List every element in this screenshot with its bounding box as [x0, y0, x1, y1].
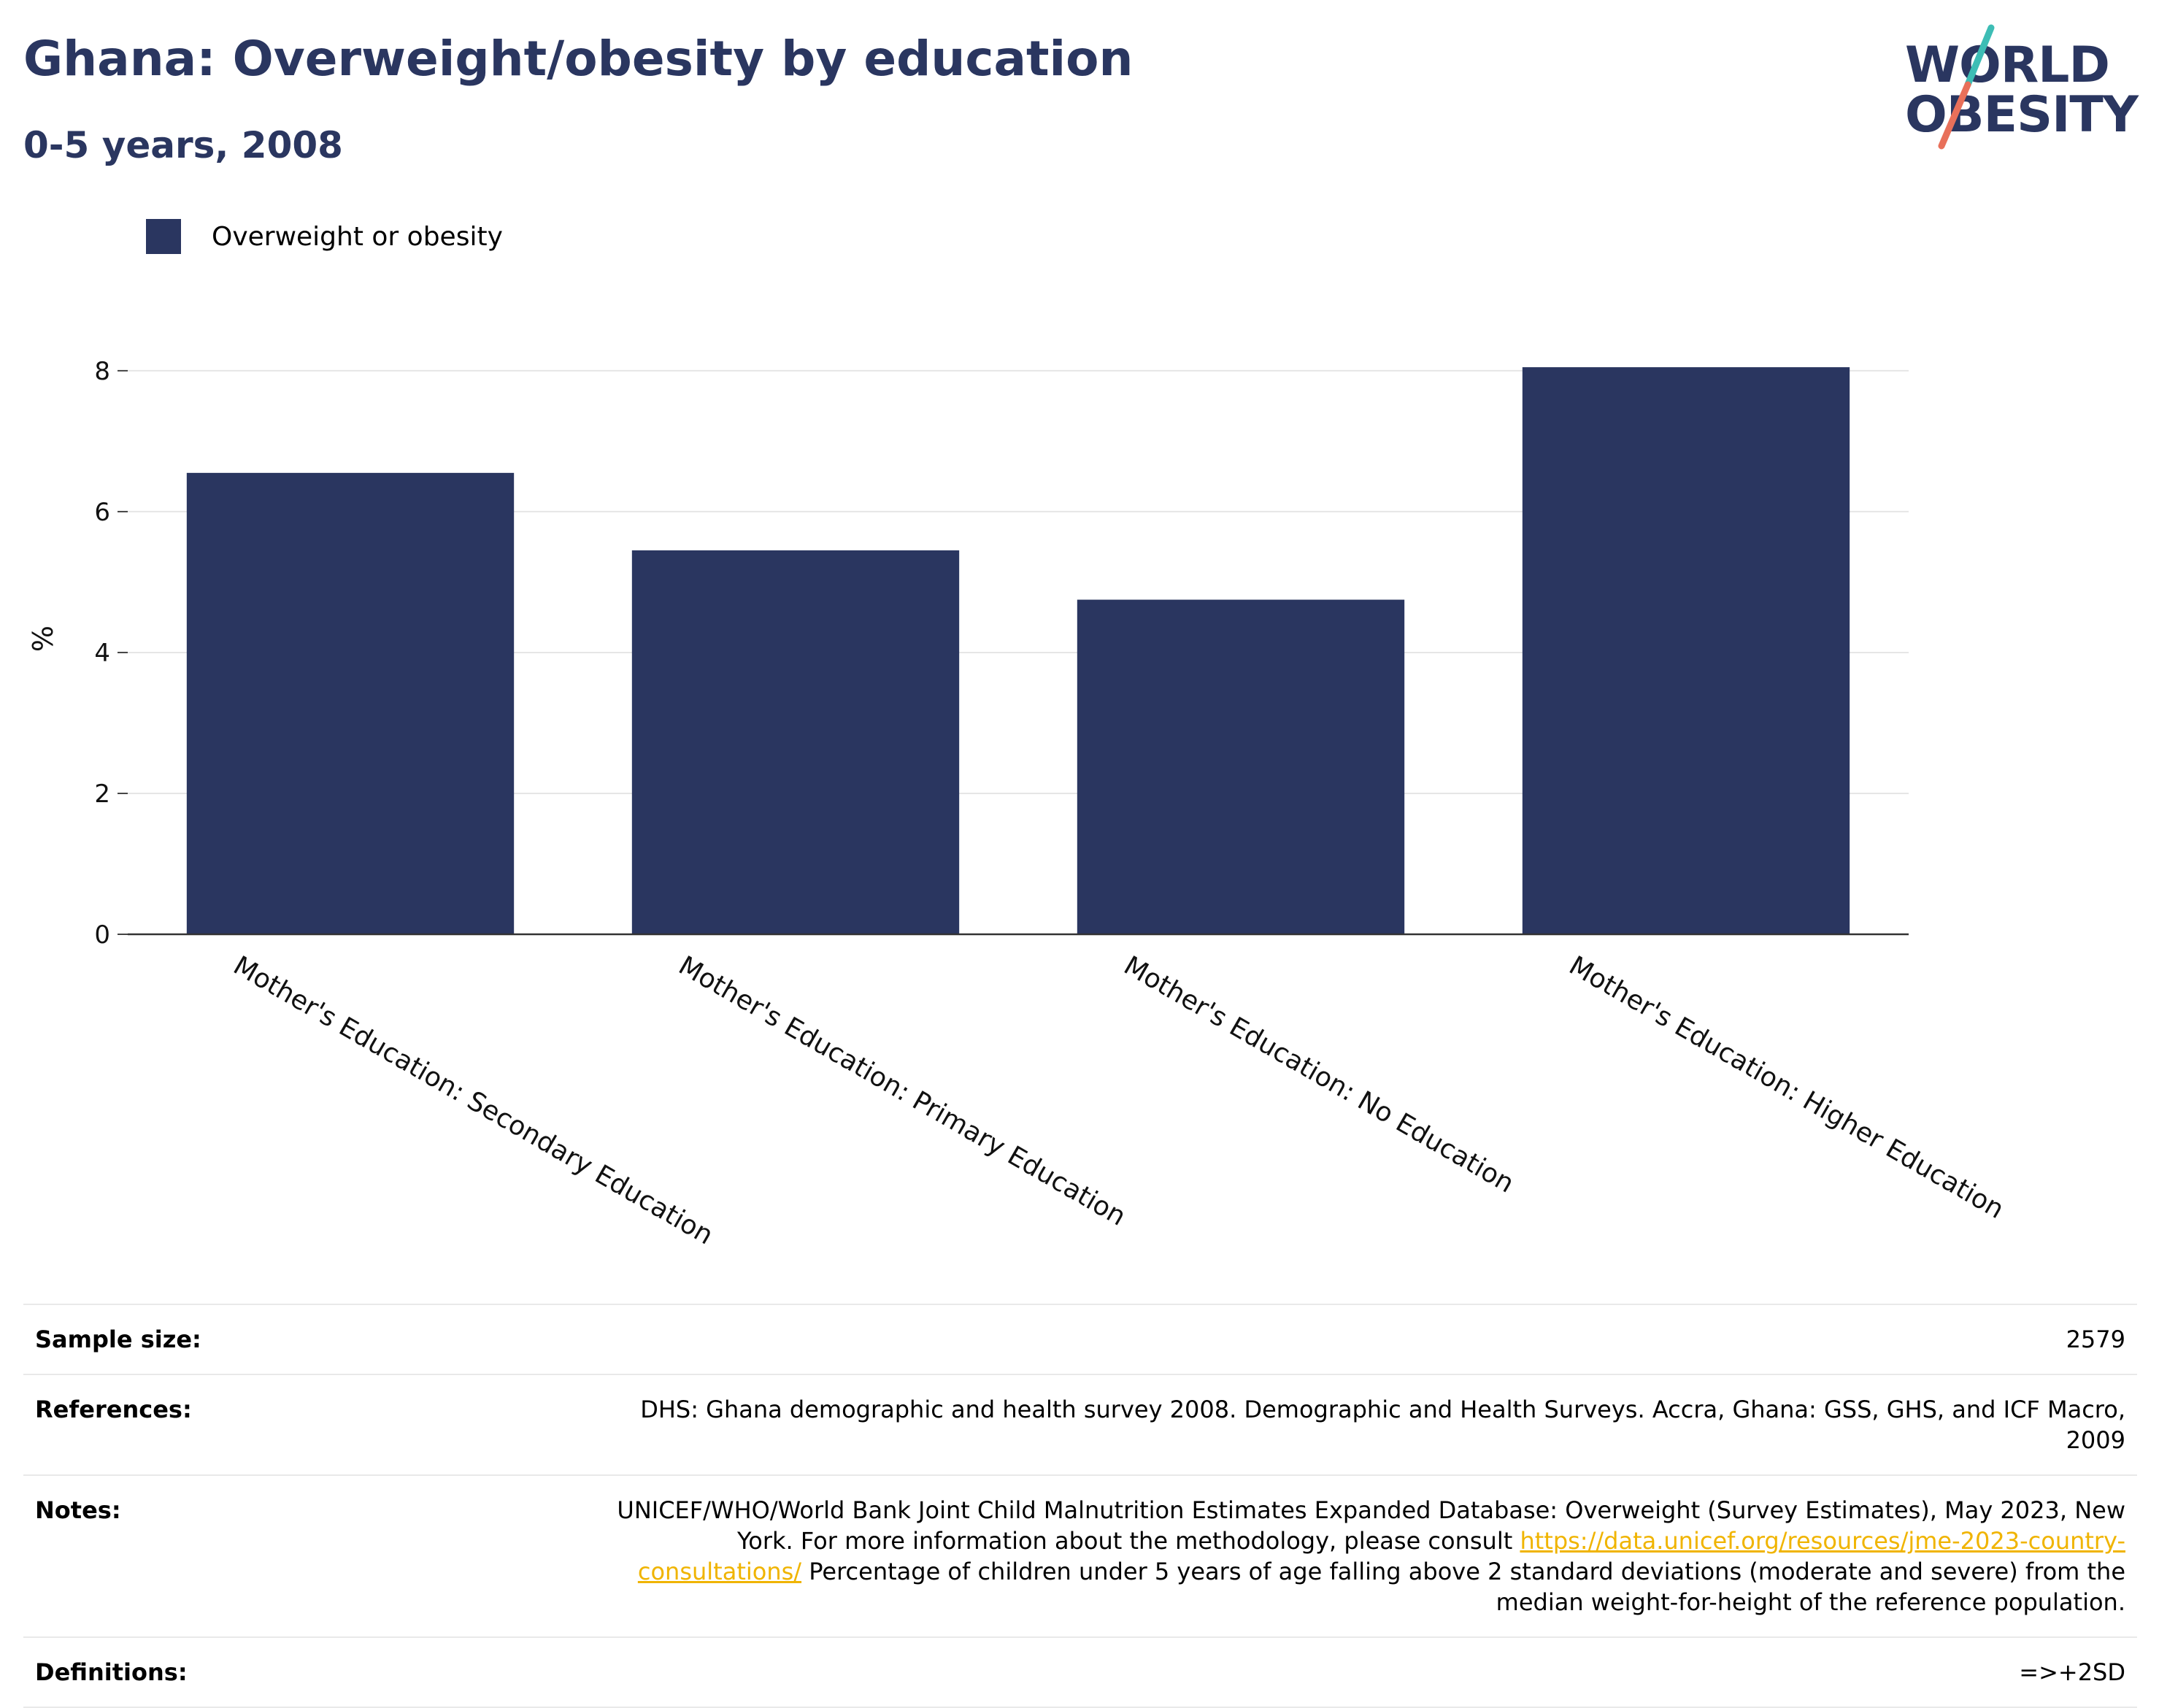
logo-text-obesity: OBESITY [1905, 86, 2139, 144]
sample-size-label: Sample size: [35, 1326, 201, 1353]
info-row-references: References: DHS: Ghana demographic and h… [23, 1374, 2137, 1474]
info-row-definitions: Definitions: =>+2SD [23, 1636, 2137, 1708]
world-obesity-logo: WORLD OBESITY [1905, 20, 2146, 152]
chart-title: Ghana: Overweight/obesity by education [23, 31, 1134, 87]
y-tick-label: 2 [94, 780, 110, 809]
info-table: Sample size: 2579 References: DHS: Ghana… [23, 1304, 2137, 1708]
chart-legend: Overweight or obesity [146, 219, 503, 254]
y-axis-title: % [27, 626, 59, 652]
x-category-label: Mother's Education: Higher Education [1564, 950, 2009, 1225]
sample-size-value: 2579 [2066, 1326, 2125, 1353]
chart-subtitle: 0-5 years, 2008 [23, 124, 343, 166]
y-tick-label: 0 [94, 920, 110, 950]
notes-label: Notes: [35, 1496, 121, 1524]
definitions-value: =>+2SD [2019, 1658, 2125, 1686]
info-row-notes: Notes: UNICEF/WHO/World Bank Joint Child… [23, 1474, 2137, 1636]
bar [186, 472, 515, 934]
y-tick-label: 6 [94, 498, 110, 527]
y-tick-label: 4 [94, 639, 110, 668]
notes-text: UNICEF/WHO/World Bank Joint Child Malnut… [617, 1496, 2125, 1555]
bar-chart: 0 2 4 6 8% Mother's Education: Secondary Educ… [27, 357, 2009, 1251]
notes-definition-text: Percentage of children under 5 years of … [809, 1558, 2125, 1616]
logo-slash-icon [1938, 24, 1995, 150]
info-row-sample-size: Sample size: 2579 [23, 1304, 2137, 1374]
x-category-label: Mother's Education: Primary Education [674, 950, 1131, 1231]
references-label: References: [35, 1396, 192, 1423]
references-value: DHS: Ghana demographic and health survey… [640, 1396, 2125, 1454]
definitions-label: Definitions: [35, 1658, 188, 1686]
methodology-link[interactable]: https://data.unicef.org/resources/jme-20… [637, 1527, 2125, 1585]
legend-swatch [146, 219, 181, 254]
logo-text-world: WORLD [1905, 36, 2110, 94]
x-category-label: Mother's Education: Secondary Education [228, 950, 718, 1250]
bar [1522, 367, 1850, 934]
x-category-label: Mother's Education: No Education [1119, 950, 1519, 1199]
bar [1077, 599, 1405, 934]
legend-label: Overweight or obesity [212, 221, 503, 252]
y-tick-label: 8 [94, 357, 110, 386]
bar [631, 550, 960, 934]
notes-value: UNICEF/WHO/World Bank Joint Child Malnut… [593, 1495, 2125, 1617]
